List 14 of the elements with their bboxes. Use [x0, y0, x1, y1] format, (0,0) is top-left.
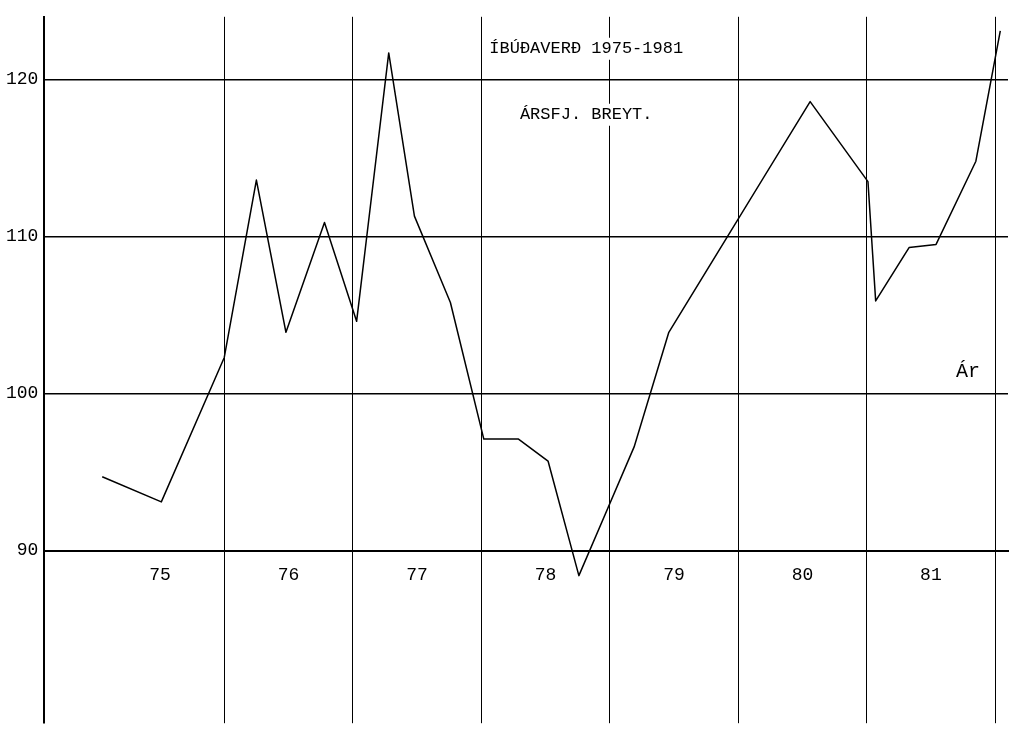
- y-tick-label: 120: [6, 69, 39, 90]
- y-tick-label: 110: [6, 226, 39, 247]
- x-tick-label: 76: [277, 565, 300, 586]
- y-tick-label: 100: [6, 383, 39, 404]
- text: ÍBÚÐAVERÐ 1975-1981: [489, 39, 684, 59]
- text: ÁRSFJ. BREYT.: [519, 105, 653, 125]
- x-tick-label: 78: [534, 565, 557, 586]
- x-tick-label: 75: [149, 565, 171, 586]
- x-axis-title: Ár: [955, 359, 981, 383]
- x-tick-label: 81: [920, 565, 942, 586]
- y-tick-label: 90: [16, 540, 39, 561]
- x-tick-label: 80: [791, 565, 814, 586]
- x-tick-label: 79: [663, 565, 685, 586]
- x-tick-label: 77: [406, 565, 428, 586]
